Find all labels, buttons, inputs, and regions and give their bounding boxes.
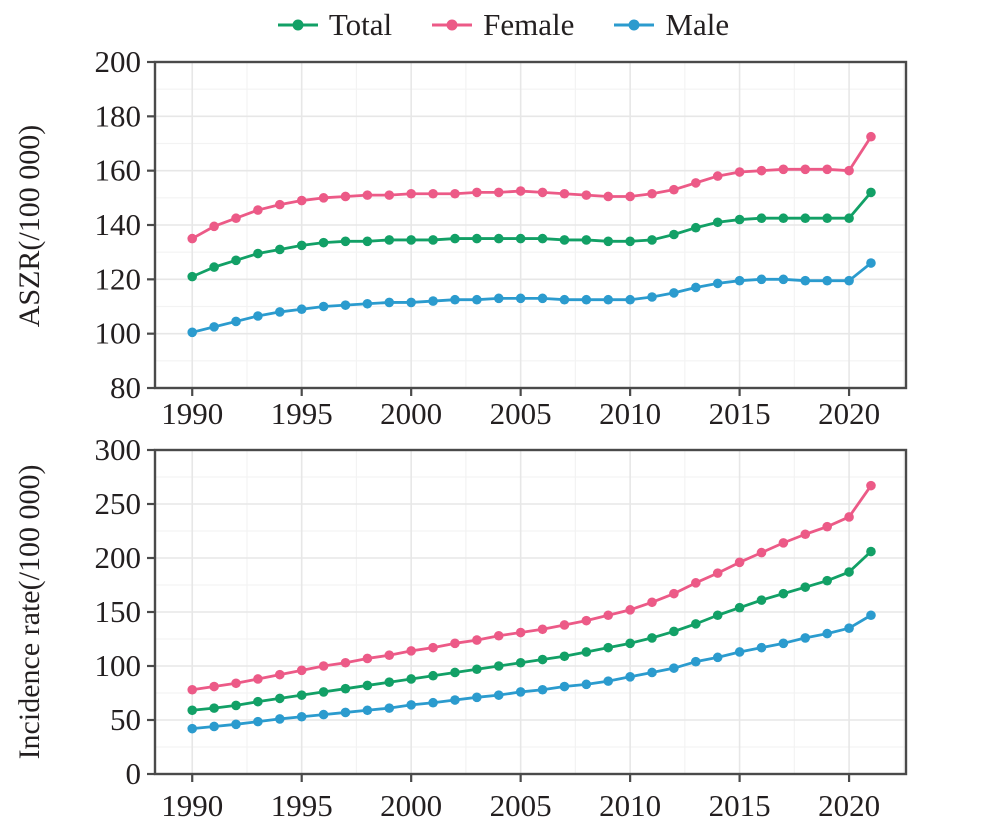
legend-label-total: Total [328, 7, 393, 42]
svg-text:2010: 2010 [599, 788, 661, 823]
svg-text:2015: 2015 [709, 788, 771, 823]
svg-text:300: 300 [95, 438, 142, 467]
chart-legend: Total Female Male [0, 5, 1005, 45]
svg-text:2005: 2005 [490, 788, 552, 823]
incidence-rate-chart-panel: 1990 1995 2000 2005 2010 2015 2020 0 50 100 150 200… [95, 438, 908, 823]
svg-text:80: 80 [110, 370, 141, 405]
svg-text:50: 50 [110, 702, 141, 737]
svg-text:2020: 2020 [818, 396, 880, 431]
svg-text:2005: 2005 [490, 396, 552, 431]
svg-text:2000: 2000 [380, 396, 442, 431]
legend-item-female: Female [430, 7, 574, 43]
svg-text:0: 0 [126, 756, 142, 791]
svg-text:2010: 2010 [599, 396, 661, 431]
legend-label-female: Female [483, 7, 575, 42]
svg-text:120: 120 [95, 261, 142, 296]
svg-text:200: 200 [95, 50, 142, 79]
total-line-marker-icon [277, 19, 318, 31]
svg-text:180: 180 [95, 98, 142, 133]
svg-text:1990: 1990 [161, 788, 223, 823]
aszr-chart-panel: 1990 1995 2000 2005 2010 2015 2020 80 100 120 140 1… [95, 50, 908, 431]
svg-text:1990: 1990 [161, 396, 223, 431]
svg-text:140: 140 [95, 207, 142, 242]
svg-text:250: 250 [95, 486, 142, 521]
svg-text:1995: 1995 [271, 396, 333, 431]
male-line-marker-icon [614, 19, 655, 31]
legend-item-total: Total [276, 7, 392, 43]
svg-text:150: 150 [95, 594, 142, 629]
svg-text:1995: 1995 [271, 788, 333, 823]
legend-item-male: Male [612, 7, 729, 43]
svg-text:200: 200 [95, 540, 142, 575]
svg-text:160: 160 [95, 153, 142, 188]
svg-text:2015: 2015 [709, 396, 771, 431]
svg-text:100: 100 [95, 648, 142, 683]
svg-text:2000: 2000 [380, 788, 442, 823]
legend-label-male: Male [665, 7, 730, 42]
female-line-marker-icon [432, 19, 473, 31]
svg-text:2020: 2020 [818, 788, 880, 823]
svg-text:100: 100 [95, 316, 142, 351]
